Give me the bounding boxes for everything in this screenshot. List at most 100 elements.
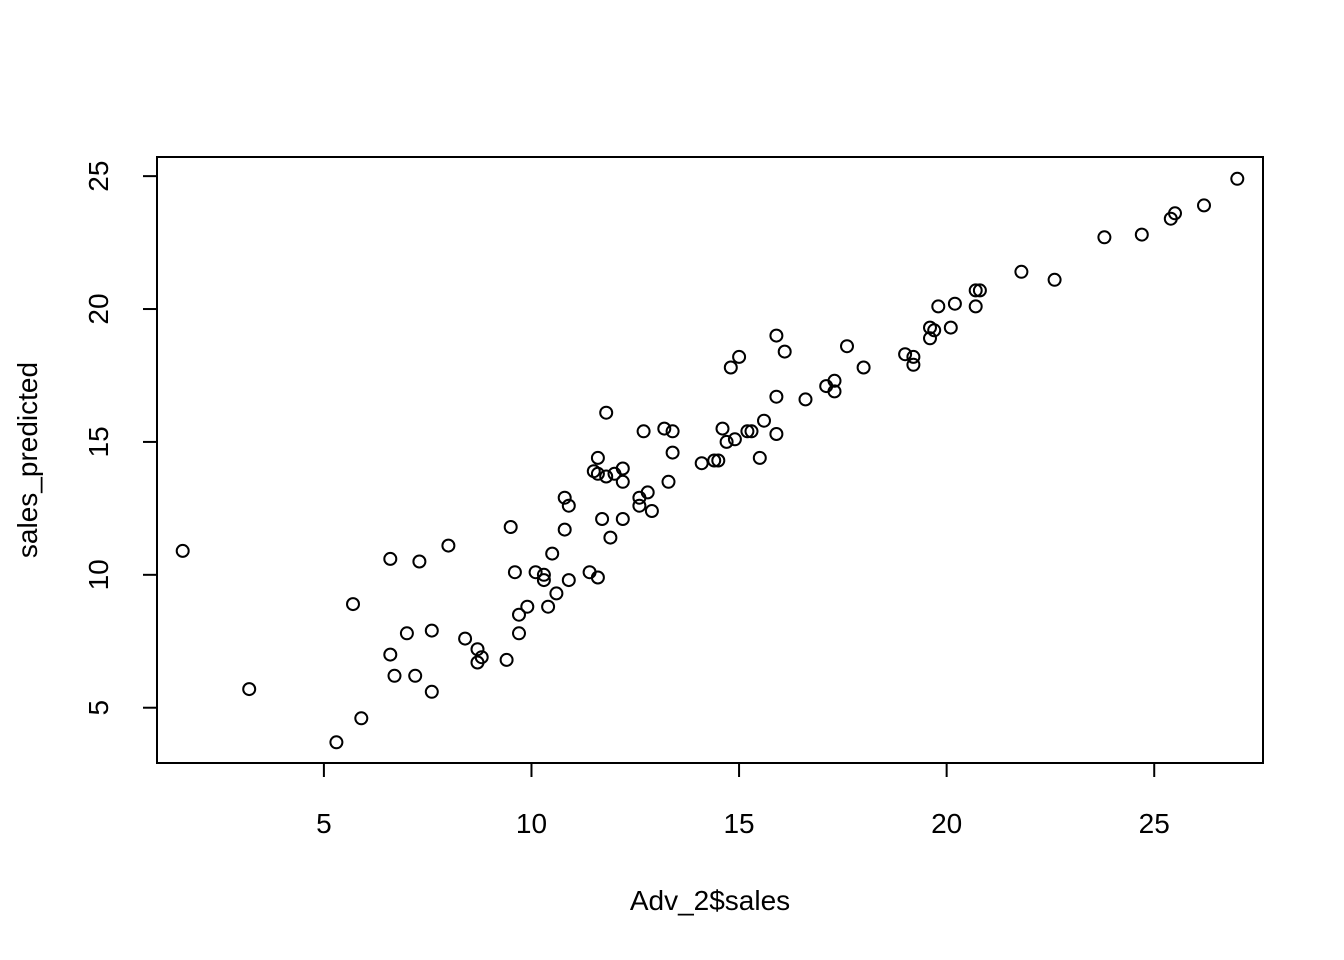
- data-point: [898, 347, 913, 362]
- x-axis: 5 10 15 20 25: [316, 762, 1170, 839]
- data-point: [632, 498, 647, 513]
- data-point: [968, 299, 983, 314]
- data-point: [242, 682, 257, 697]
- data-point: [590, 450, 605, 465]
- data-point: [599, 405, 614, 420]
- data-point: [507, 565, 522, 580]
- data-point: [408, 668, 423, 683]
- y-tick-label: 15: [83, 426, 114, 457]
- data-point: [615, 474, 630, 489]
- data-point: [719, 434, 734, 449]
- data-point: [644, 504, 659, 518]
- y-axis-title: sales_predicted: [12, 362, 43, 558]
- data-point: [927, 323, 942, 338]
- data-point: [906, 349, 921, 364]
- data-point: [694, 456, 709, 471]
- data-point: [412, 554, 427, 569]
- data-point: [906, 357, 921, 372]
- data-point: [1197, 198, 1211, 213]
- data-point: [636, 424, 651, 439]
- data-point: [541, 599, 556, 614]
- x-tick-label: 20: [931, 808, 962, 839]
- data-point: [528, 565, 543, 580]
- y-tick-label: 20: [83, 293, 114, 324]
- data-point: [599, 469, 614, 484]
- data-point: [715, 421, 730, 436]
- data-point: [615, 512, 630, 526]
- data-point: [798, 392, 813, 407]
- y-tick-label: 5: [83, 700, 114, 716]
- data-point: [470, 642, 485, 657]
- x-axis-title: Adv_2$sales: [630, 885, 790, 916]
- data-point: [657, 421, 672, 436]
- data-point: [549, 586, 564, 601]
- x-tick-label: 15: [723, 808, 754, 839]
- data-point: [723, 360, 738, 375]
- y-tick-label: 25: [83, 161, 114, 192]
- data-point: [840, 339, 854, 354]
- x-tick-label: 10: [516, 808, 547, 839]
- data-point: [665, 424, 680, 439]
- data-point: [943, 320, 958, 335]
- data-point: [827, 373, 842, 388]
- data-point: [615, 461, 630, 476]
- data-point: [856, 360, 871, 375]
- data-point: [1230, 171, 1245, 186]
- data-point: [595, 512, 610, 526]
- y-tick-label: 10: [83, 559, 114, 590]
- data-point: [557, 490, 572, 505]
- data-point: [536, 567, 551, 582]
- data-point: [590, 570, 605, 585]
- data-point: [640, 485, 655, 500]
- data-point: [665, 445, 680, 460]
- data-point: [947, 296, 962, 311]
- data-point: [1014, 264, 1029, 279]
- data-point: [827, 384, 842, 399]
- data-point: [1168, 206, 1182, 221]
- data-point: [520, 599, 535, 614]
- x-tick-label: 5: [316, 808, 332, 839]
- data-point: [1097, 230, 1112, 245]
- data-point: [424, 684, 439, 699]
- data-point: [561, 498, 576, 513]
- data-points: [175, 171, 1245, 750]
- data-point: [769, 427, 784, 441]
- data-point: [968, 283, 983, 298]
- data-point: [458, 631, 473, 646]
- data-point: [923, 331, 937, 346]
- data-point: [474, 650, 489, 665]
- data-point: [752, 450, 767, 465]
- data-point: [757, 413, 771, 428]
- data-point: [711, 453, 726, 468]
- data-point: [503, 520, 518, 534]
- plot-frame: [156, 156, 1264, 764]
- data-point: [561, 573, 576, 588]
- data-point: [512, 607, 526, 622]
- data-point: [727, 432, 742, 447]
- data-point: [931, 299, 946, 314]
- x-tick-label: 25: [1139, 808, 1170, 839]
- data-point: [424, 623, 439, 638]
- data-point: [499, 652, 514, 667]
- y-axis: 5 10 15 20 25: [83, 161, 158, 716]
- data-point: [744, 424, 759, 439]
- data-point: [1134, 227, 1149, 242]
- data-point: [536, 573, 551, 588]
- data-point: [769, 389, 784, 404]
- data-point: [387, 668, 402, 683]
- data-point: [590, 466, 605, 481]
- data-point: [777, 344, 792, 359]
- data-point: [661, 474, 676, 489]
- data-point: [769, 328, 784, 343]
- data-point: [740, 424, 755, 439]
- data-point: [399, 626, 414, 641]
- data-point: [175, 543, 190, 558]
- data-point: [441, 538, 456, 553]
- data-point: [346, 597, 360, 612]
- data-point: [383, 647, 398, 662]
- data-point: [707, 453, 722, 468]
- data-point: [512, 626, 526, 641]
- data-point: [732, 349, 747, 364]
- data-point: [545, 546, 560, 561]
